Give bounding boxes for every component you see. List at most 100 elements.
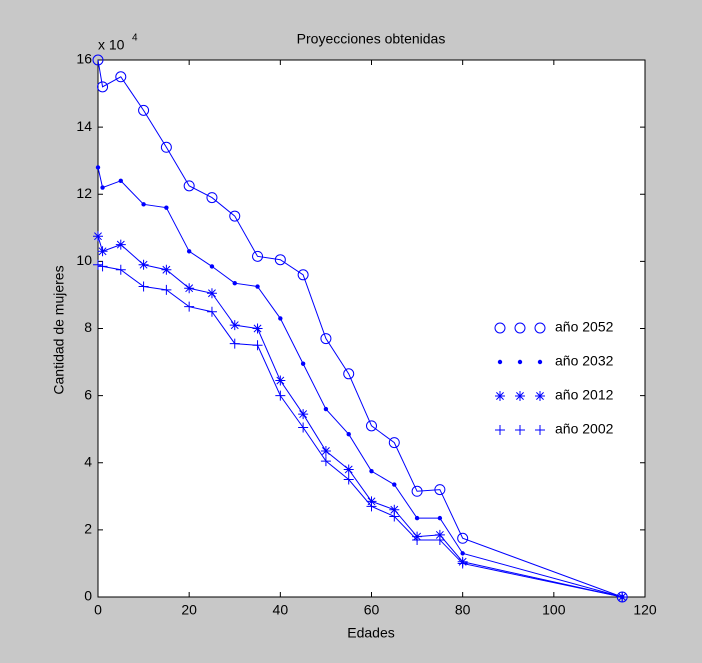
marker: [389, 511, 400, 522]
marker: [457, 558, 468, 569]
marker: [93, 259, 103, 270]
marker: [115, 71, 127, 83]
x-tick-label: 20: [181, 602, 197, 618]
marker: [252, 340, 263, 351]
marker: [93, 231, 103, 242]
series-line: [97, 59, 623, 598]
marker: [255, 284, 260, 289]
legend-marker: [497, 359, 503, 365]
marker: [206, 288, 217, 299]
marker: [138, 259, 149, 270]
marker: [343, 474, 354, 485]
y-tick-label: 8: [84, 319, 92, 335]
marker: [392, 482, 397, 487]
y-scale-base: x 10: [98, 37, 125, 53]
legend-marker: [515, 425, 525, 435]
legend-marker: [494, 322, 506, 334]
x-tick-label: 100: [542, 602, 566, 618]
legend-marker: [537, 359, 543, 365]
marker: [388, 437, 400, 449]
legend-marker: [495, 391, 505, 401]
marker: [115, 264, 126, 275]
marker: [343, 464, 354, 475]
x-axis-label: Edades: [347, 625, 394, 641]
marker: [100, 185, 105, 190]
marker: [206, 192, 218, 204]
marker: [298, 409, 309, 420]
marker: [369, 468, 374, 474]
y-tick-label: 4: [84, 453, 92, 469]
marker: [412, 534, 423, 545]
marker: [320, 446, 331, 457]
x-tick-label: 60: [364, 602, 380, 618]
legend-marker: [517, 359, 523, 365]
legend-label: año 2032: [555, 353, 614, 369]
legend-label: año 2002: [555, 421, 614, 437]
marker: [183, 180, 195, 192]
marker: [274, 254, 286, 266]
marker: [184, 301, 195, 312]
marker: [161, 264, 172, 275]
legend-marker: [534, 322, 546, 334]
y-scale-exponent: 4: [132, 33, 138, 44]
x-tick-label: 80: [455, 602, 471, 618]
marker: [141, 202, 146, 207]
marker: [232, 280, 237, 286]
marker: [320, 456, 331, 467]
y-tick-label: 0: [84, 588, 92, 604]
marker: [118, 178, 123, 184]
marker: [184, 283, 195, 294]
marker: [252, 323, 263, 334]
y-tick-label: 10: [76, 252, 92, 268]
marker: [297, 269, 309, 281]
y-tick-label: 6: [84, 386, 92, 402]
y-axis-label: Cantidad de mujeres: [51, 265, 67, 394]
y-tick-label: 16: [76, 51, 92, 67]
marker: [97, 246, 108, 257]
marker: [92, 54, 104, 66]
marker: [434, 484, 446, 496]
marker: [434, 534, 445, 545]
marker: [366, 501, 377, 512]
y-tick-label: 2: [84, 521, 92, 537]
marker: [161, 284, 172, 295]
marker: [323, 406, 329, 412]
marker: [138, 104, 150, 116]
marker: [229, 338, 240, 349]
marker: [460, 551, 465, 556]
marker: [97, 81, 109, 93]
marker: [206, 306, 217, 317]
marker: [229, 210, 241, 222]
marker: [389, 504, 400, 515]
legend-marker: [514, 322, 526, 334]
marker: [617, 592, 628, 602]
legend-marker: [495, 425, 505, 435]
marker: [275, 375, 286, 386]
marker: [346, 432, 351, 437]
legend-label: año 2012: [555, 387, 614, 403]
chart-title: Proyecciones obtenidas: [297, 31, 446, 47]
marker: [434, 529, 445, 540]
marker: [320, 333, 332, 345]
marker: [186, 249, 192, 254]
marker: [160, 141, 172, 153]
marker: [366, 496, 377, 507]
x-tick-label: 120: [633, 602, 657, 618]
marker: [300, 361, 306, 366]
marker: [95, 165, 101, 170]
legend-label: año 2052: [555, 319, 614, 335]
marker: [343, 368, 355, 380]
x-tick-label: 40: [273, 602, 289, 618]
marker: [209, 264, 215, 269]
marker: [229, 320, 240, 331]
marker: [115, 239, 126, 250]
marker: [437, 515, 443, 521]
marker: [414, 515, 420, 521]
legend-marker: [515, 391, 525, 401]
marker: [97, 261, 108, 272]
marker: [164, 205, 169, 210]
legend-marker: [535, 391, 545, 401]
marker: [275, 390, 286, 401]
y-tick-label: 12: [76, 185, 92, 201]
